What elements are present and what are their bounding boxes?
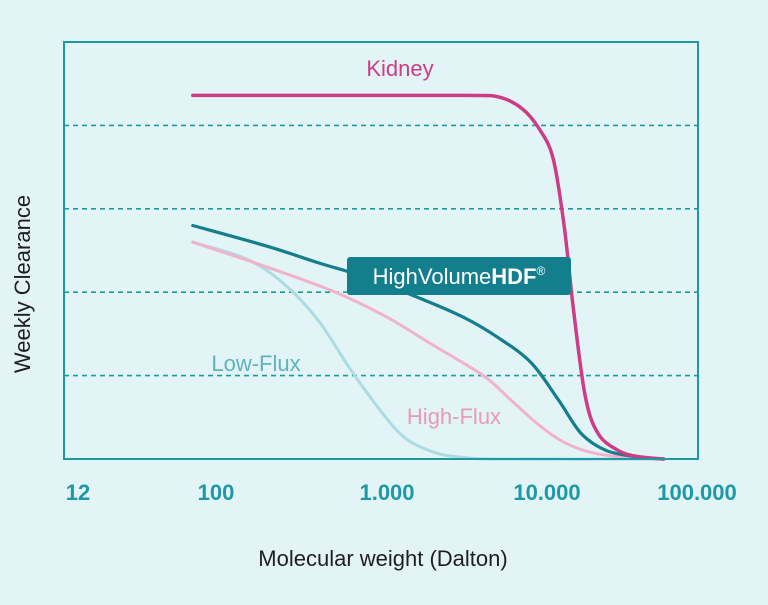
x-tick-label-5: 100.000 — [657, 480, 737, 505]
series-line-high-flux — [191, 240, 660, 461]
hdf-badge: HighVolumeHDF® — [347, 257, 571, 295]
hdf-label: HighVolumeHDF® — [373, 264, 546, 289]
plot-frame — [63, 41, 699, 460]
hdf-label-regular: HighVolume — [373, 264, 492, 289]
series-line-highvolumehdf — [191, 223, 666, 461]
y-axis-title: Weekly Clearance — [10, 195, 35, 373]
grid-layer — [64, 124, 698, 377]
hdf-label-bold: HDF — [491, 264, 536, 289]
kidney-label: Kidney — [366, 56, 433, 81]
x-tick-labels: 12 100 1.000 10.000 100.000 — [66, 480, 737, 505]
x-tick-label-3: 1.000 — [359, 480, 414, 505]
hdf-badge-background — [347, 257, 571, 295]
high-flux-label: High-Flux — [407, 404, 501, 429]
x-tick-label-4: 10.000 — [513, 480, 580, 505]
hdf-label-registered: ® — [537, 264, 546, 278]
x-axis-title: Molecular weight (Dalton) — [258, 546, 507, 571]
series-line-kidney — [191, 93, 666, 461]
low-flux-label: Low-Flux — [211, 351, 300, 376]
x-tick-label-2: 100 — [198, 480, 235, 505]
x-tick-label-1: 12 — [66, 480, 90, 505]
